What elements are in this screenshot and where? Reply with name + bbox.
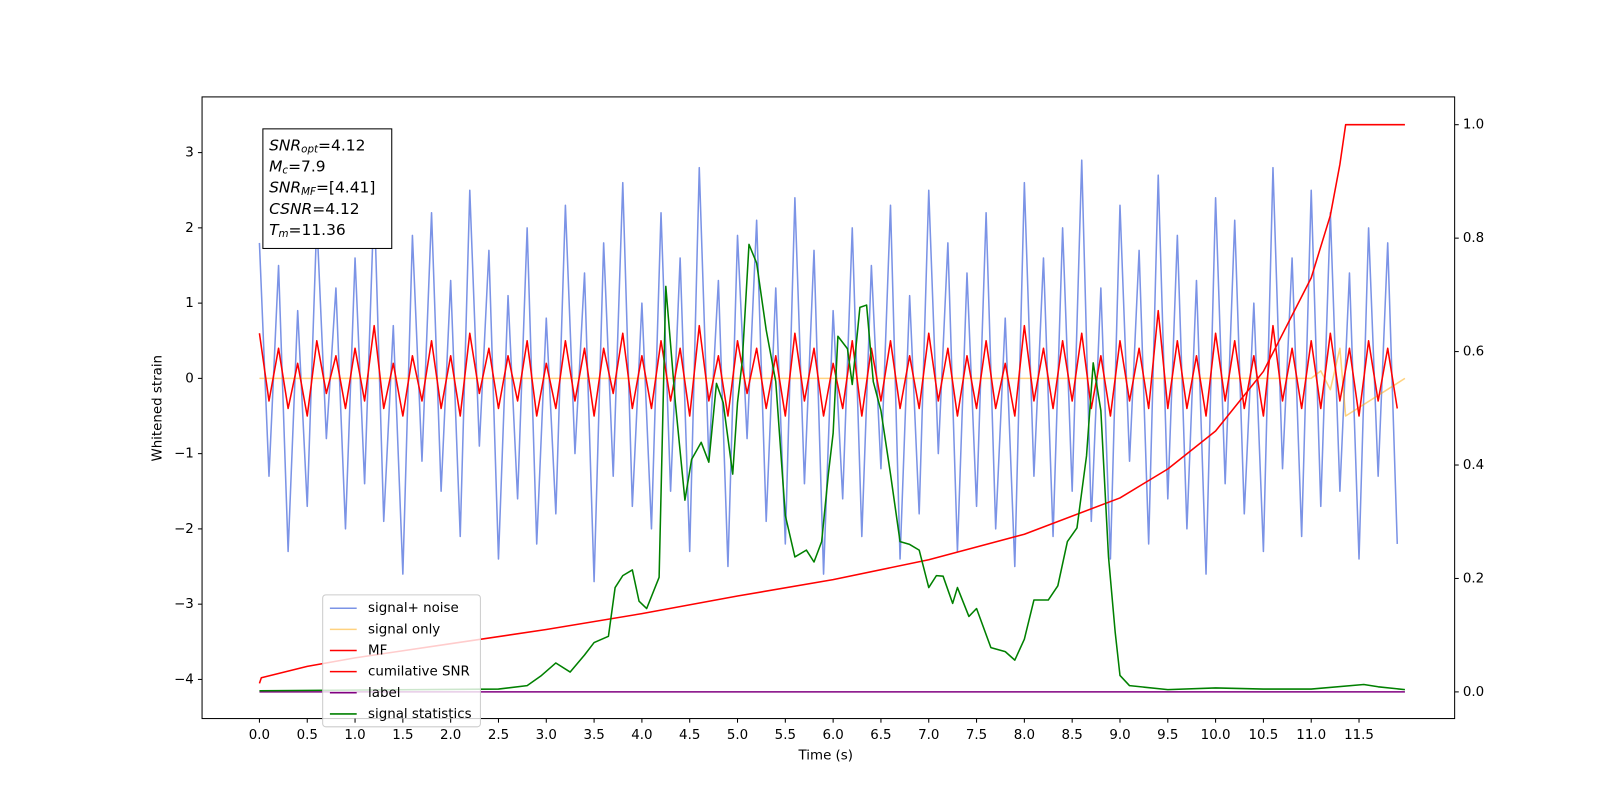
annotation-frame xyxy=(262,128,393,249)
annotation-line: Mc=7.9 xyxy=(269,157,326,177)
x-tick-label: 0.5 xyxy=(297,728,318,743)
annotation-value: =7.9 xyxy=(288,157,326,175)
annotation-subscript: MF xyxy=(301,186,317,198)
annotation-line: Tm=11.36 xyxy=(269,220,346,240)
legend: signal+ noise signal only MF cumilative SNR… xyxy=(322,594,481,728)
annotation-subscript: c xyxy=(282,165,288,177)
x-tick-label: 6.0 xyxy=(822,728,843,743)
y-tick-label: 3 xyxy=(185,146,194,161)
series-line xyxy=(259,243,1405,692)
x-tick-label: 1.0 xyxy=(344,728,365,743)
y-tick-label: −1 xyxy=(174,447,194,462)
annotation-line: SNRMF=[4.41] xyxy=(269,178,375,198)
x-tick-label: 5.5 xyxy=(775,728,796,743)
series-line xyxy=(258,309,1399,417)
x-tick-label: 10.0 xyxy=(1201,728,1231,743)
x-tick-label: 11.5 xyxy=(1344,728,1374,743)
x-tick-label: 4.5 xyxy=(679,728,700,743)
annotation-line: SNRopt=4.12 xyxy=(269,136,365,156)
y2-tick-label: 0.2 xyxy=(1463,571,1484,586)
legend-label: signal+ noise xyxy=(368,601,459,616)
annotation-symbol: T xyxy=(269,220,280,238)
x-tick-label: 9.5 xyxy=(1157,728,1178,743)
legend-label: label xyxy=(368,686,400,701)
legend-label: cumilative SNR xyxy=(368,665,470,680)
x-tick-label: 1.5 xyxy=(392,728,413,743)
y2-tick-label: 0.6 xyxy=(1463,345,1484,360)
x-tick-label: 4.0 xyxy=(631,728,652,743)
annotation-subscript: m xyxy=(279,228,289,240)
legend-label: signal statistics xyxy=(368,707,472,722)
x-tick-label: 3.0 xyxy=(536,728,557,743)
annotation-subscript: opt xyxy=(301,143,319,155)
x-tick-label: 8.0 xyxy=(1014,728,1035,743)
annotation-symbol: M xyxy=(269,157,282,175)
x-tick-label: 8.5 xyxy=(1062,728,1083,743)
y-tick-label: −3 xyxy=(174,597,194,612)
annotation-value: =[4.41] xyxy=(316,178,375,196)
y-tick-label: 1 xyxy=(185,296,194,311)
x-tick-label: 7.5 xyxy=(966,728,987,743)
y2-tick-label: 0.4 xyxy=(1463,458,1484,473)
series-line xyxy=(259,347,1406,417)
x-tick-label: 0.0 xyxy=(249,728,270,743)
y2-tick-label: 0.8 xyxy=(1463,231,1484,246)
x-tick-label: 6.5 xyxy=(870,728,891,743)
annotation-symbol: CSNR xyxy=(269,199,312,217)
y2-tick-label: 1.0 xyxy=(1463,118,1484,133)
annotation-value: =4.12 xyxy=(318,136,365,154)
annotation-line: CSNR=4.12 xyxy=(269,199,360,217)
legend-label: MF xyxy=(368,644,387,659)
y-tick-label: 0 xyxy=(185,371,194,386)
x-tick-label: 10.5 xyxy=(1248,728,1278,743)
annotation-value: =4.12 xyxy=(312,199,359,217)
y2-tick-label: 0.0 xyxy=(1463,685,1484,700)
x-tick-label: 2.0 xyxy=(440,728,461,743)
legend-label: signal only xyxy=(368,622,440,637)
axes-frame xyxy=(201,96,1456,720)
x-tick-label: 9.0 xyxy=(1109,728,1130,743)
y-tick-label: 2 xyxy=(185,221,194,236)
annotation-box: SNRopt=4.12Mc=7.9SNRMF=[4.41]CSNR=4.12Tm… xyxy=(262,128,393,249)
y-tick-label: −4 xyxy=(174,672,194,687)
y-tick-label: −2 xyxy=(174,522,194,537)
x-tick-label: 2.5 xyxy=(488,728,509,743)
legend-frame xyxy=(322,594,481,728)
x-tick-label: 3.5 xyxy=(583,728,604,743)
x-tick-label: 11.0 xyxy=(1296,728,1326,743)
x-tick-label: 5.0 xyxy=(727,728,748,743)
annotation-symbol: SNR xyxy=(269,136,301,154)
y-axis-label: Whitened strain xyxy=(151,355,166,462)
annotation-symbol: SNR xyxy=(269,178,301,196)
series-line xyxy=(258,159,1399,583)
x-tick-label: 7.0 xyxy=(918,728,939,743)
annotation-value: =11.36 xyxy=(289,220,346,238)
x-axis-label: Time (s) xyxy=(798,749,853,764)
